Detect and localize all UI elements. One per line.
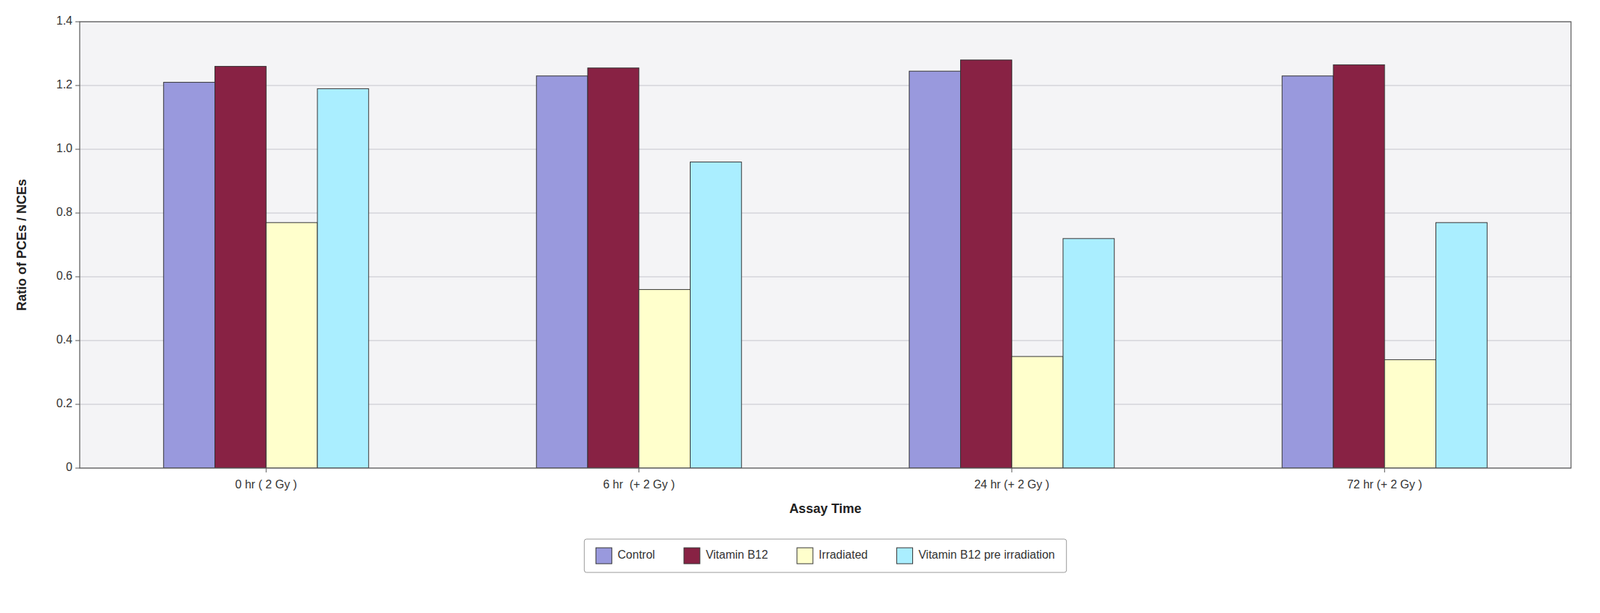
y-tick — [75, 213, 80, 214]
x-tick-label: 72 hr (+ 2 Gy ) — [1347, 478, 1423, 491]
y-axis: 0 0.2 0.4 0.6 0.8 1.0 1.2 1.4 — [56, 14, 1572, 474]
legend-label: Vitamin B12 pre irradiation — [918, 548, 1055, 561]
bar — [909, 71, 961, 469]
bar — [1435, 222, 1487, 469]
bar — [265, 222, 318, 469]
bar — [1384, 359, 1437, 469]
bar — [163, 82, 216, 469]
bar — [536, 76, 588, 469]
legend-item: Vitamin B12 — [684, 547, 769, 564]
y-tick-label: 0.2 — [56, 397, 73, 410]
x-axis-label: Assay Time — [789, 501, 862, 516]
legend-swatch — [684, 547, 700, 564]
y-tick-label: 0.8 — [56, 205, 73, 219]
legend-box — [584, 539, 1066, 573]
y-tick — [75, 276, 80, 278]
legend-label: Control — [617, 548, 656, 561]
y-tick — [75, 149, 80, 150]
x-tick-label: 0 hr ( 2 Gy ) — [235, 478, 298, 491]
y-tick — [75, 85, 80, 87]
y-tick — [75, 468, 80, 469]
bar — [1011, 356, 1064, 469]
bar — [689, 162, 742, 469]
y-tick-label: 0.6 — [56, 269, 73, 282]
y-tick — [75, 21, 80, 23]
legend: Control Vitamin B12 Irradiated Vitamin B12 … — [584, 539, 1066, 573]
x-tick — [1011, 468, 1013, 473]
legend-item: Irradiated — [797, 547, 869, 564]
x-tick-label: 24 hr (+ 2 Gy ) — [973, 478, 1050, 491]
bar — [1281, 76, 1334, 469]
x-axis: 0 hr ( 2 Gy ) 6 hr (+ 2 Gy ) 24 hr (+ 2 Gy… — [235, 468, 1423, 491]
plot-area — [79, 21, 1572, 469]
legend-swatch — [896, 547, 913, 564]
legend-item: Vitamin B12 pre irradiation — [896, 547, 1055, 564]
legend-swatch — [595, 547, 612, 564]
y-tick-label: 1.2 — [56, 78, 73, 91]
y-tick-label: 1.0 — [56, 142, 73, 155]
legend-item: Control — [595, 547, 656, 564]
legend-swatch — [797, 547, 814, 564]
bar — [215, 66, 267, 469]
x-tick — [1384, 468, 1385, 473]
y-axis-label: Ratio of PCEs / NCEs — [14, 178, 29, 311]
bar — [317, 88, 369, 469]
y-tick-label: 1.4 — [56, 14, 73, 27]
chart: 0 0.2 0.4 0.6 0.8 1.0 1.2 1.4 0 hr ( 2 Gy ) 6 hr … — [0, 0, 1600, 613]
bars — [163, 60, 1487, 469]
bar — [587, 68, 640, 469]
y-tick — [75, 404, 80, 406]
legend-label: Irradiated — [818, 548, 869, 561]
bar — [1333, 64, 1385, 469]
legend-label: Vitamin B12 — [705, 548, 769, 561]
y-tick-label: 0 — [65, 460, 73, 474]
bar — [639, 289, 691, 469]
bar — [1063, 238, 1115, 469]
x-tick-label: 6 hr (+ 2 Gy ) — [602, 478, 675, 491]
x-tick — [638, 468, 640, 473]
y-tick-label: 0.4 — [56, 333, 73, 346]
bar — [960, 60, 1013, 469]
plot-frame — [79, 21, 1572, 469]
x-tick — [265, 468, 267, 473]
y-tick — [75, 340, 80, 342]
